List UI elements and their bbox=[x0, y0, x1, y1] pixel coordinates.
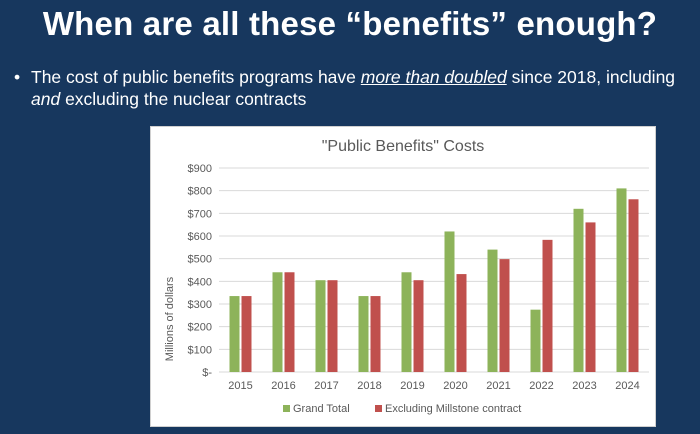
bar-grand-total bbox=[487, 249, 498, 372]
legend-label: Excluding Millstone contract bbox=[385, 403, 521, 415]
bullet-text: The cost of public benefits programs hav… bbox=[31, 66, 694, 110]
bar-grand-total bbox=[444, 231, 455, 372]
bar-excluding-millstone bbox=[327, 280, 338, 372]
bar-excluding-millstone bbox=[628, 199, 639, 372]
y-tick-label: $500 bbox=[188, 254, 212, 266]
bar-grand-total bbox=[315, 280, 326, 372]
y-tick-label: $600 bbox=[188, 231, 212, 243]
bullet-text-part2: since 2018, including bbox=[506, 67, 676, 87]
bar-excluding-millstone bbox=[413, 280, 424, 372]
x-tick-label: 2018 bbox=[357, 380, 381, 392]
x-tick-label: 2020 bbox=[443, 380, 467, 392]
public-benefits-chart: "Public Benefits" Costs $- $100 $200 $300 $4… bbox=[164, 138, 649, 415]
bullet-emphasis-and: and bbox=[31, 89, 61, 109]
legend-swatch bbox=[375, 405, 382, 412]
y-axis-ticks: $- $100 $200 $300 $400 $500 $600 $700 $800 $900 bbox=[188, 163, 213, 379]
x-tick-label: 2019 bbox=[400, 380, 424, 392]
bar-grand-total bbox=[358, 296, 369, 372]
x-tick-label: 2022 bbox=[529, 380, 553, 392]
x-tick-label: 2017 bbox=[314, 380, 338, 392]
bar-grand-total bbox=[272, 272, 283, 372]
y-tick-label: $700 bbox=[188, 208, 212, 220]
legend-label: Grand Total bbox=[293, 403, 350, 415]
bar-grand-total bbox=[530, 309, 541, 372]
y-tick-label: $800 bbox=[188, 186, 212, 198]
bar-excluding-millstone bbox=[284, 272, 295, 372]
bar-excluding-millstone bbox=[542, 239, 553, 372]
y-tick-label: $200 bbox=[188, 322, 212, 334]
bar-grand-total bbox=[616, 188, 627, 372]
bullet-emphasis-doubled: more than doubled bbox=[360, 67, 507, 87]
legend-item-grand-total: Grand Total bbox=[283, 403, 350, 415]
legend-item-excluding-millstone: Excluding Millstone contract bbox=[375, 403, 521, 415]
x-tick-label: 2021 bbox=[486, 380, 510, 392]
bullet-point: • The cost of public benefits programs h… bbox=[14, 66, 694, 110]
y-tick-label: $- bbox=[202, 367, 212, 379]
bar-excluding-millstone bbox=[499, 259, 510, 372]
y-tick-label: $100 bbox=[188, 344, 212, 356]
bar-grand-total bbox=[573, 208, 584, 372]
bullet-dot: • bbox=[14, 67, 21, 87]
bar-excluding-millstone bbox=[370, 296, 381, 372]
y-tick-label: $300 bbox=[188, 299, 212, 311]
bullet-text-part1: The cost of public benefits programs hav… bbox=[31, 67, 361, 87]
bar-grand-total bbox=[401, 272, 412, 372]
chart-title: "Public Benefits" Costs bbox=[322, 138, 485, 155]
legend: Grand Total Excluding Millstone contract bbox=[283, 403, 521, 415]
x-tick-label: 2015 bbox=[228, 380, 252, 392]
slide-title: When are all these “benefits” enough? bbox=[42, 5, 658, 42]
x-tick-label: 2023 bbox=[572, 380, 596, 392]
bullet-text-part3: excluding the nuclear contracts bbox=[60, 89, 307, 109]
x-tick-label: 2024 bbox=[615, 380, 639, 392]
legend-swatch bbox=[283, 405, 290, 412]
bars bbox=[229, 188, 639, 372]
bar-grand-total bbox=[229, 296, 240, 372]
x-tick-label: 2016 bbox=[271, 380, 295, 392]
bar-excluding-millstone bbox=[585, 222, 596, 372]
y-tick-label: $400 bbox=[188, 276, 212, 288]
y-tick-label: $900 bbox=[188, 163, 212, 175]
y-axis-label: Millions of dollars bbox=[164, 276, 176, 361]
bar-excluding-millstone bbox=[456, 274, 467, 372]
x-axis-ticks: 2015 2016 2017 2018 2019 2020 2021 2022 2023 2024 bbox=[228, 380, 639, 392]
bar-excluding-millstone bbox=[241, 296, 252, 372]
gridlines bbox=[219, 167, 649, 373]
chart-container: "Public Benefits" Costs $- $100 $200 $300 $4… bbox=[150, 126, 656, 427]
